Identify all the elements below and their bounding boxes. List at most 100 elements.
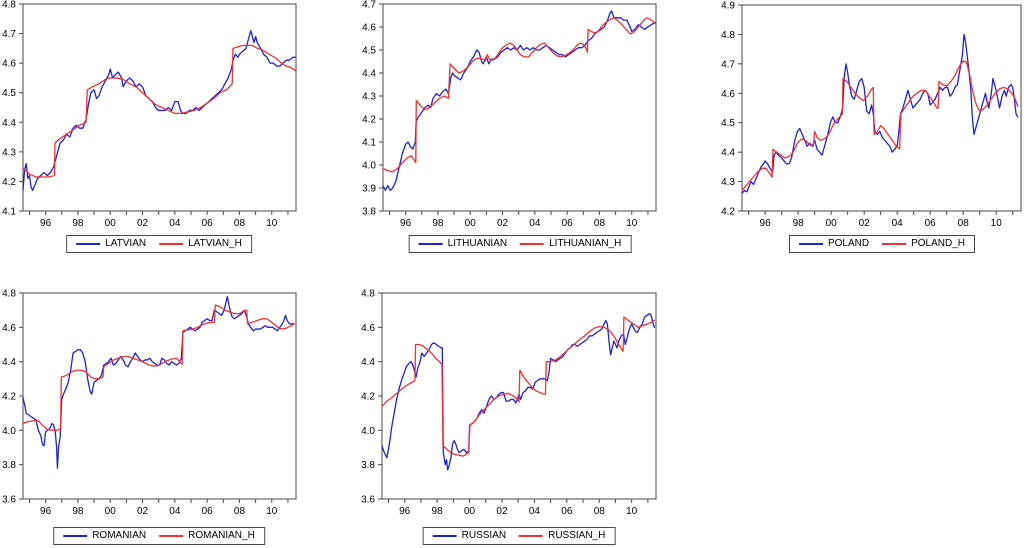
y-tick-label: 4.8: [721, 30, 735, 41]
plot-lithuanian: 3.8 3.9 4.0 4.1 4.2 4.3 4.4 4.5 4.6 4.7 96 98 00 02 04…: [362, 0, 657, 229]
x-tick-label: 08: [594, 218, 606, 229]
series-line-latvian_h: [22, 44, 296, 178]
x-tick-label: 04: [529, 218, 541, 229]
legend-label: LITHUANIAN: [447, 238, 508, 249]
x-tick-label: 06: [202, 218, 214, 229]
y-tick-label: 4.7: [2, 29, 16, 40]
x-tick-label: 10: [626, 506, 638, 517]
chart-poland: 4.2 4.3 4.4 4.5 4.6 4.7 4.8 4.9 96 98 00 02 04 06 08 10…: [690, 0, 1024, 260]
legend-label: LITHUANIAN_H: [549, 238, 622, 249]
y-tick-label: 4.8: [2, 289, 16, 300]
x-tick-label: 10: [626, 218, 638, 229]
x-tick-label: 04: [529, 506, 541, 517]
x-tick-label: 00: [105, 218, 117, 229]
x-tick-label: 10: [991, 218, 1003, 229]
y-tick-label: 4.3: [721, 177, 735, 188]
y-tick-label: 4.6: [2, 59, 16, 70]
blue-line-swatch: [63, 534, 88, 537]
series-line-lithuanian_h: [382, 17, 656, 173]
y-tick-label: 4.2: [721, 207, 735, 218]
x-tick-label: 04: [169, 506, 181, 517]
plot-romanian: 3.6 3.8 4.0 4.2 4.4 4.6 4.8 96 98 00 02 04 06 08 10: [2, 289, 297, 517]
legend-item: ROMANIAN: [63, 530, 146, 541]
legend-latvian: LATVIAN LATVIAN_H: [66, 235, 252, 253]
x-tick-label: 02: [497, 218, 509, 229]
x-tick-label: 00: [826, 218, 838, 229]
legend-label: RUSSIAN: [461, 530, 507, 541]
y-tick-label: 4.5: [2, 88, 16, 99]
legend-item: RUSSIAN_H: [519, 530, 605, 541]
y-tick-label: 4.2: [2, 177, 16, 188]
x-tick-label: 00: [464, 506, 476, 517]
x-tick-label: 08: [234, 218, 246, 229]
y-tick-label: 4.6: [362, 23, 376, 34]
legend-item: LATVIAN: [76, 238, 146, 249]
y-tick-label: 4.8: [2, 0, 16, 11]
x-tick-label: 06: [202, 506, 214, 517]
x-tick-label: 98: [72, 218, 84, 229]
legend-label: LATVIAN_H: [188, 238, 242, 249]
legend-label: LATVIAN: [105, 238, 147, 249]
series-line-russian: [381, 312, 656, 471]
y-tick-label: 3.6: [361, 495, 375, 506]
x-tick-label: 08: [594, 506, 606, 517]
y-tick-label: 4.1: [362, 138, 376, 149]
legend-russian: RUSSIAN RUSSIAN_H: [422, 527, 616, 545]
y-tick-label: 4.8: [361, 289, 375, 300]
y-tick-label: 4.4: [362, 69, 376, 80]
y-tick-label: 4.0: [362, 161, 376, 172]
y-tick-label: 4.3: [362, 92, 376, 103]
y-tick-label: 4.2: [2, 392, 16, 403]
y-tick-label: 4.4: [721, 148, 735, 159]
y-tick-label: 4.4: [361, 357, 375, 368]
red-line-swatch: [882, 242, 907, 245]
x-tick-label: 98: [72, 506, 84, 517]
x-tick-label: 06: [562, 218, 574, 229]
y-tick-label: 4.6: [361, 323, 375, 334]
plot-latvian: 4.1 4.2 4.3 4.4 4.5 4.6 4.7 4.8 96 98 00 02 04 06 08 10: [2, 0, 297, 229]
red-line-swatch: [519, 534, 544, 537]
y-tick-label: 3.8: [362, 207, 376, 218]
y-tick-label: 4.2: [362, 115, 376, 126]
x-tick-label: 96: [399, 506, 411, 517]
plot-border: [22, 292, 297, 500]
legend-item: LITHUANIAN: [418, 238, 508, 249]
y-tick-label: 4.4: [2, 357, 16, 368]
series-line-romanian_h: [22, 304, 296, 431]
y-tick-label: 4.6: [721, 89, 735, 100]
y-tick-label: 4.1: [2, 207, 16, 218]
y-tick-label: 4.2: [361, 392, 375, 403]
y-tick-label: 4.4: [2, 118, 16, 129]
legend-item: POLAND_H: [882, 238, 965, 249]
plot-poland: 4.2 4.3 4.4 4.5 4.6 4.7 4.8 4.9 96 98 00 02 04 06 08 10: [721, 1, 1022, 229]
y-tick-label: 3.9: [362, 184, 376, 195]
legend-item: ROMANIAN_H: [159, 530, 255, 541]
y-tick-label: 4.7: [721, 59, 735, 70]
x-tick-label: 10: [266, 506, 278, 517]
plot-border: [382, 3, 657, 212]
legend-item: POLAND: [798, 238, 870, 249]
y-tick-label: 3.8: [2, 460, 16, 471]
blue-line-swatch: [76, 242, 101, 245]
y-tick-label: 4.6: [2, 323, 16, 334]
x-tick-label: 06: [561, 506, 573, 517]
red-line-swatch: [159, 242, 184, 245]
y-tick-label: 3.6: [2, 495, 16, 506]
series-line-poland_h: [741, 60, 1019, 192]
y-tick-label: 4.7: [362, 0, 376, 11]
x-tick-label: 04: [169, 218, 181, 229]
legend-label: POLAND: [827, 238, 870, 249]
plot-russian: 3.6 3.8 4.0 4.2 4.4 4.6 4.8 96 98 00 02 04 06 08 10: [361, 289, 657, 517]
legend-label: ROMANIAN_H: [188, 530, 255, 541]
x-tick-label: 98: [432, 506, 444, 517]
y-tick-label: 4.5: [362, 46, 376, 57]
x-tick-label: 10: [266, 218, 278, 229]
legend-label: ROMANIAN: [92, 530, 147, 541]
blue-line-swatch: [798, 242, 823, 245]
x-tick-label: 08: [958, 218, 970, 229]
chart-russian: 3.6 3.8 4.0 4.2 4.4 4.6 4.8 96 98 00 02 04 06 08 10 RU…: [350, 288, 680, 548]
x-tick-label: 02: [496, 506, 508, 517]
x-tick-label: 00: [105, 506, 117, 517]
legend-item: RUSSIAN: [432, 530, 507, 541]
